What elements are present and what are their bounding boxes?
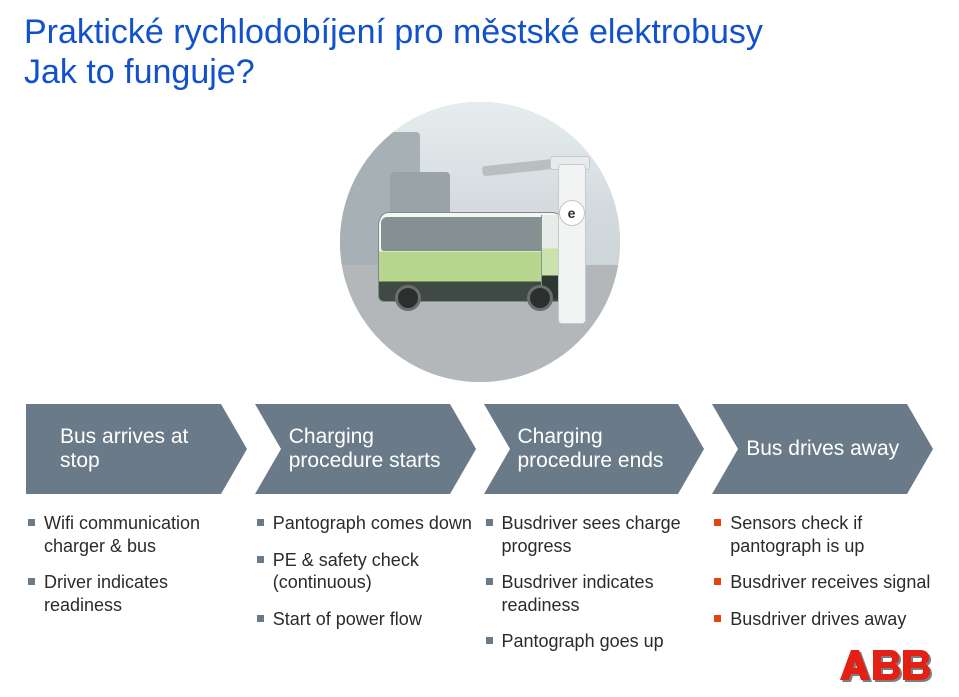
bullet-square-icon	[257, 519, 264, 526]
stage-arrow: Charging procedure ends	[484, 404, 705, 494]
bullet-square-icon	[714, 615, 721, 622]
bullet-square-icon	[257, 556, 264, 563]
stage-label: Charging procedure starts	[289, 425, 448, 473]
bullet-text: Pantograph goes up	[502, 631, 664, 651]
bullet-item: Pantograph comes down	[257, 512, 476, 535]
bullet-item: Busdriver receives signal	[714, 571, 933, 594]
bullet-item: Busdriver drives away	[714, 608, 933, 631]
bullet-square-icon	[257, 615, 264, 622]
bullet-item: Pantograph goes up	[486, 630, 705, 653]
stage-bullets: Sensors check if pantograph is up Busdriv…	[712, 512, 933, 644]
bullet-square-icon	[486, 519, 493, 526]
stage-1: Bus arrives at stop Wifi communication ch…	[26, 404, 247, 667]
stage-3: Charging procedure ends Busdriver sees ch…	[484, 404, 705, 667]
bullet-text: Start of power flow	[273, 609, 422, 629]
stage-bullets: Wifi communication charger & bus Driver i…	[26, 512, 247, 630]
bullet-text: Busdriver drives away	[730, 609, 906, 629]
bullet-text: Busdriver sees charge progress	[502, 513, 681, 556]
stage-label: Charging procedure ends	[518, 425, 677, 473]
bullet-item: PE & safety check (continuous)	[257, 549, 476, 594]
bus-body	[378, 212, 568, 302]
bullet-square-icon	[486, 637, 493, 644]
bullet-item: Sensors check if pantograph is up	[714, 512, 933, 557]
bullet-square-icon	[486, 578, 493, 585]
e-badge: e	[559, 200, 585, 226]
bullet-text: Pantograph comes down	[273, 513, 472, 533]
title-line-1: Praktické rychlodobíjení pro městské ele…	[24, 13, 763, 51]
wheel-1	[395, 285, 421, 311]
bullet-item: Busdriver sees charge progress	[486, 512, 705, 557]
bullet-text: Wifi communication charger & bus	[44, 513, 200, 556]
bullet-square-icon	[714, 578, 721, 585]
bus-illustration: e	[340, 102, 620, 382]
process-flow: Bus arrives at stop Wifi communication ch…	[24, 404, 935, 667]
title-line-2: Jak to funguje?	[24, 53, 255, 91]
charger-pillar	[558, 164, 586, 324]
bullet-square-icon	[28, 578, 35, 585]
stage-4: Bus drives away Sensors check if pantogra…	[712, 404, 933, 667]
bullet-text: PE & safety check (continuous)	[273, 550, 419, 593]
bullet-item: Driver indicates readiness	[28, 571, 247, 616]
stage-label: Bus arrives at stop	[60, 425, 219, 473]
illustration-wrap: e	[24, 102, 935, 382]
abb-logo	[837, 647, 933, 685]
bullet-text: Sensors check if pantograph is up	[730, 513, 864, 556]
bullet-square-icon	[28, 519, 35, 526]
bullet-item: Busdriver indicates readiness	[486, 571, 705, 616]
stage-arrow: Charging procedure starts	[255, 404, 476, 494]
stage-bullets: Busdriver sees charge progress Busdriver …	[484, 512, 705, 667]
bullet-text: Driver indicates readiness	[44, 572, 168, 615]
bullet-text: Busdriver receives signal	[730, 572, 930, 592]
bullet-text: Busdriver indicates readiness	[502, 572, 654, 615]
page-title: Praktické rychlodobíjení pro městské ele…	[24, 12, 935, 92]
abb-logo-svg	[837, 647, 933, 685]
bus-windows	[381, 217, 565, 251]
wheel-2	[527, 285, 553, 311]
stage-arrow: Bus drives away	[712, 404, 933, 494]
bullet-square-icon	[714, 519, 721, 526]
stage-label: Bus drives away	[746, 437, 899, 461]
bullet-item: Wifi communication charger & bus	[28, 512, 247, 557]
stage-2: Charging procedure starts Pantograph come…	[255, 404, 476, 667]
bullet-item: Start of power flow	[257, 608, 476, 631]
stage-arrow: Bus arrives at stop	[26, 404, 247, 494]
stage-bullets: Pantograph comes down PE & safety check (…	[255, 512, 476, 644]
